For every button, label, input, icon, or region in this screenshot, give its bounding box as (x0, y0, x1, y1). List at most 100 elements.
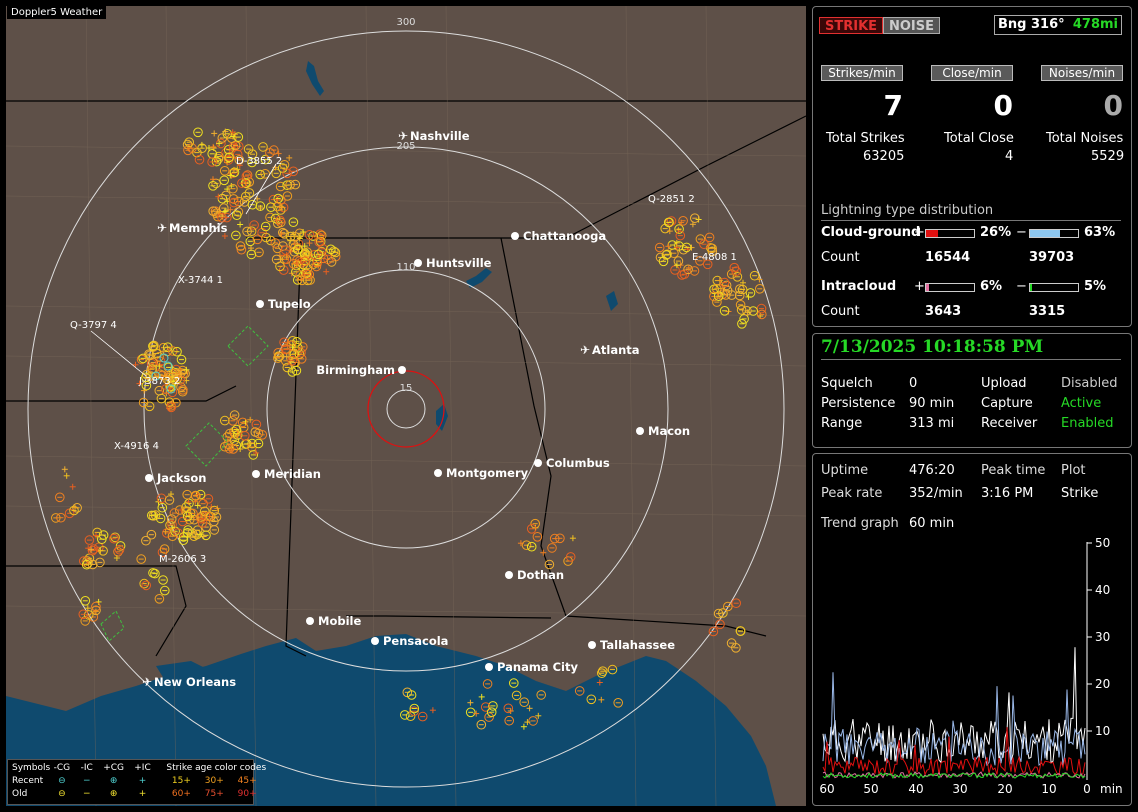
x-tick: 60 (819, 782, 834, 796)
ic-negative-bar (1029, 283, 1079, 292)
city-dot (505, 571, 513, 579)
city-marker: ✈ Atlanta (580, 343, 640, 357)
plus-icon: + (914, 225, 925, 240)
close-per-min-value: 0 (993, 89, 1013, 122)
city-markers: ✈ Nashville✈ MemphisChattanoogaHuntsvilleT… (142, 129, 690, 689)
city-label: Tallahassee (600, 638, 675, 652)
plot-label: Plot (1061, 463, 1086, 478)
ic-positive-bar (925, 283, 975, 292)
airport-icon: ✈ (580, 343, 590, 357)
trend-graph-value: 60 min (909, 516, 955, 531)
status-panel: 7/13/2025 10:18:58 PM Squelch 0 Upload D… (812, 333, 1132, 448)
noises-per-min-value: 0 (1103, 89, 1123, 122)
cg-positive-bar (925, 229, 975, 238)
city-marker: Birmingham (316, 363, 406, 377)
squelch-value: 0 (909, 376, 918, 391)
cg-negative-pct: 63% (1084, 225, 1116, 240)
y-tick: 50 (1095, 536, 1110, 550)
y-tick: 40 (1095, 583, 1110, 597)
city-dot (414, 259, 422, 267)
plot-value[interactable]: Strike (1061, 486, 1099, 501)
range-label-110: 110 (396, 262, 415, 273)
range-rings (27, 30, 785, 788)
city-marker: Panama City (485, 660, 578, 674)
upload-label: Upload (981, 376, 1027, 391)
x-tick: 50 (863, 782, 878, 796)
close-per-min-button[interactable]: Close/min (931, 65, 1013, 81)
range-value: 313 mi (909, 416, 955, 431)
lake-lanier (606, 291, 618, 311)
capture-value[interactable]: Active (1061, 396, 1102, 411)
strikes-per-min-button[interactable]: Strikes/min (821, 65, 903, 81)
storm-label: X-4916 4 (114, 441, 159, 452)
city-dot (306, 617, 314, 625)
city-label: Birmingham (316, 363, 395, 377)
city-dot (398, 366, 406, 374)
bearing-value: Bng 316° (998, 17, 1065, 32)
bearing-box: Bng 316° 478mi (994, 15, 1122, 35)
legend-symbols-label: Symbols (12, 763, 51, 773)
minus-circle-icon: ⊖ (58, 789, 66, 799)
city-dot (588, 641, 596, 649)
storm-label: E-4808 1 (692, 252, 737, 263)
plus-circle-icon: ⊕ (109, 776, 118, 786)
city-label: Memphis (169, 221, 228, 235)
city-label: Meridian (264, 467, 321, 481)
trend-series (822, 771, 1086, 779)
count-label: Count (821, 304, 860, 319)
city-marker: Meridian (252, 467, 321, 481)
plus-icon: + (138, 789, 147, 799)
cg-positive-count: 16544 (925, 250, 971, 265)
cloud-ground-label: Cloud-ground (821, 225, 921, 240)
storm-label: X-3744 1 (178, 275, 223, 286)
intracloud-label: Intracloud (821, 279, 897, 294)
trend-series (822, 727, 1086, 776)
receiver-value[interactable]: Enabled (1061, 416, 1114, 431)
legend-age: 30+ (204, 776, 224, 786)
legend-age: 45+ (237, 776, 257, 786)
ic-positive-count: 3643 (925, 304, 962, 319)
lightning-map[interactable]: 300 205 110 15 D-3855 2 X-3744 1 Q-3797 … (6, 6, 806, 806)
noise-indicator[interactable]: NOISE (883, 17, 941, 34)
strike-indicator[interactable]: STRIKE (819, 17, 884, 34)
capture-label: Capture (981, 396, 1033, 411)
legend-age-title: Strike age color codes (166, 763, 267, 773)
trend-graph-label: Trend graph (821, 516, 899, 531)
city-marker: Chattanooga (511, 229, 606, 243)
range-label: Range (821, 416, 863, 431)
x-tick: 10 (1041, 782, 1056, 796)
airport-icon: ✈ (157, 221, 167, 235)
city-dot (256, 300, 264, 308)
city-dot (252, 470, 260, 478)
minus-icon: − (82, 789, 91, 799)
upload-value[interactable]: Disabled (1061, 376, 1118, 391)
city-marker: Columbus (534, 456, 610, 470)
uptime-label: Uptime (821, 463, 869, 478)
city-dot (511, 232, 519, 240)
minus-circle-icon: ⊖ (58, 776, 66, 786)
x-tick: 30 (952, 782, 967, 796)
ic-negative-count: 3315 (1029, 304, 1066, 319)
minus-icon: − (82, 776, 91, 786)
storm-label: D-3855 2 (236, 156, 282, 167)
distribution-title: Lightning type distribution (821, 203, 994, 218)
ic-negative-pct: 5% (1084, 279, 1107, 294)
strike-legend: Symbols -CG -IC +CG +IC Strike age color… (7, 759, 266, 805)
cg-positive-pct: 26% (980, 225, 1012, 240)
peak-time-label: Peak time (981, 463, 1046, 478)
legend-type: +CG (103, 763, 125, 773)
noises-per-min-button[interactable]: Noises/min (1041, 65, 1123, 81)
x-tick: 0 (1083, 782, 1091, 796)
trend-series (822, 672, 1086, 767)
city-label: Atlanta (592, 343, 640, 357)
plus-icon: + (138, 776, 147, 786)
strike-markers (51, 127, 767, 730)
trend-panel: Uptime 476:20 Peak time Plot Peak rate 3… (812, 453, 1132, 806)
y-tick: 20 (1095, 677, 1110, 691)
city-label: Tupelo (268, 297, 311, 311)
legend-old-label: Old (12, 789, 28, 799)
city-label: Columbus (546, 456, 610, 470)
city-marker: Tallahassee (588, 638, 675, 652)
total-close-label: Total Close (944, 131, 1014, 146)
x-tick: 20 (997, 782, 1012, 796)
